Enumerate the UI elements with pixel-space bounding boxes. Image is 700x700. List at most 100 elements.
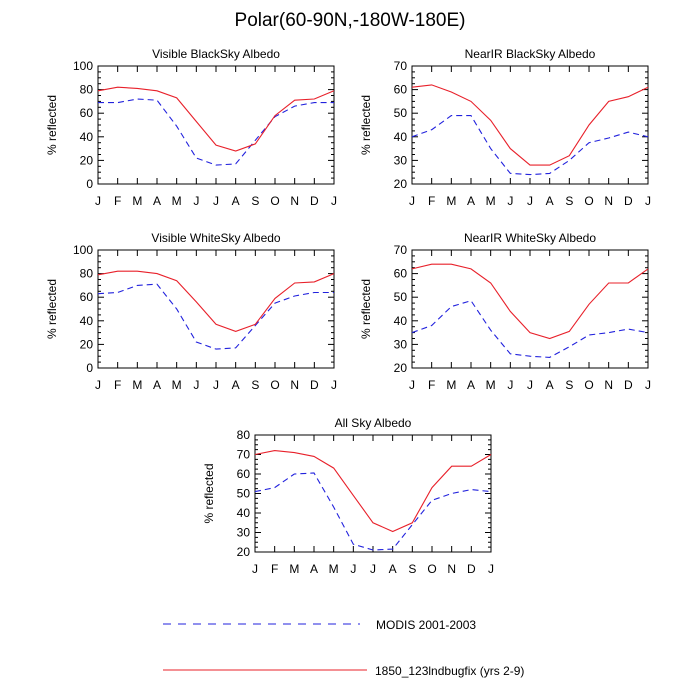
y-tick-label: 60: [394, 83, 408, 97]
x-tick-label: O: [584, 378, 593, 392]
y-tick-label: 40: [394, 314, 408, 328]
x-tick-label: M: [132, 194, 142, 208]
y-tick-label: 60: [80, 290, 94, 304]
series-line-model: [254, 450, 492, 533]
y-tick-label: 30: [394, 153, 408, 167]
y-axis-label: % reflected: [359, 95, 373, 155]
y-tick-label: 60: [80, 106, 94, 120]
y-tick-label: 20: [394, 177, 408, 191]
x-tick-label: D: [467, 562, 476, 576]
x-tick-label: S: [565, 194, 573, 208]
y-axis-label: % reflected: [45, 279, 59, 339]
x-tick-label: A: [467, 378, 475, 392]
y-tick-label: 20: [80, 337, 94, 351]
x-tick-label: D: [624, 194, 633, 208]
y-tick-label: 70: [237, 448, 251, 462]
y-tick-label: 40: [394, 130, 408, 144]
x-tick-label: J: [527, 378, 533, 392]
x-tick-label: F: [428, 194, 435, 208]
y-tick-label: 40: [80, 314, 94, 328]
y-tick-label: 20: [394, 361, 408, 375]
x-tick-label: O: [584, 194, 593, 208]
x-tick-label: M: [329, 562, 339, 576]
x-tick-label: N: [290, 378, 299, 392]
x-tick-label: N: [604, 378, 613, 392]
plot-frame: [411, 249, 649, 369]
y-tick-label: 80: [80, 267, 94, 281]
x-tick-label: M: [172, 378, 182, 392]
x-tick-label: S: [251, 194, 259, 208]
series-line-modis: [97, 283, 334, 350]
x-tick-label: F: [114, 194, 121, 208]
x-tick-label: A: [546, 194, 554, 208]
chart-panel-3: Visible WhiteSky Albedo % reflected 0 20 40 6…: [45, 231, 337, 392]
x-tick-label: S: [565, 378, 573, 392]
chart-title: Visible BlackSky Albedo: [152, 47, 280, 61]
x-tick-label: M: [486, 378, 496, 392]
x-tick-label: J: [507, 194, 513, 208]
x-tick-label: N: [604, 194, 613, 208]
y-tick-label: 20: [237, 545, 251, 559]
series-line-model: [97, 86, 335, 152]
series-line-model: [411, 263, 649, 340]
x-tick-label: J: [193, 378, 199, 392]
x-tick-label: A: [232, 378, 240, 392]
y-axis-label: % reflected: [359, 279, 373, 339]
y-tick-label: 20: [80, 153, 94, 167]
y-tick-label: 40: [80, 130, 94, 144]
x-tick-label: J: [252, 562, 258, 576]
y-tick-label: 50: [394, 106, 408, 120]
x-tick-label: J: [370, 562, 376, 576]
x-tick-label: S: [408, 562, 416, 576]
y-tick-label: 100: [73, 243, 93, 257]
y-tick-label: 70: [394, 59, 408, 73]
x-tick-label: N: [447, 562, 456, 576]
x-tick-label: D: [310, 378, 319, 392]
y-tick-label: 80: [80, 83, 94, 97]
x-tick-label: A: [232, 194, 240, 208]
x-tick-label: M: [486, 194, 496, 208]
chart-title: NearIR BlackSky Albedo: [465, 47, 596, 61]
plot-frame: [97, 65, 335, 185]
series-line-modis: [98, 98, 334, 166]
chart-panel-5: All Sky Albedo % reflected 20 30 40 50 60 70 80 J…: [202, 416, 494, 576]
series-line-model: [97, 270, 335, 332]
y-tick-label: 30: [237, 526, 251, 540]
x-tick-label: F: [428, 378, 435, 392]
x-tick-label: J: [409, 194, 415, 208]
x-tick-label: J: [527, 194, 533, 208]
x-tick-label: J: [488, 562, 494, 576]
series-line-modis: [411, 115, 649, 176]
x-tick-label: J: [95, 378, 101, 392]
y-tick-label: 60: [394, 267, 408, 281]
x-tick-label: D: [310, 194, 319, 208]
x-tick-label: J: [331, 378, 337, 392]
y-tick-label: 50: [237, 487, 251, 501]
chart-title: All Sky Albedo: [335, 416, 412, 430]
x-tick-label: A: [467, 194, 475, 208]
y-tick-label: 0: [86, 361, 93, 375]
chart-panel-2: NearIR BlackSky Albedo % reflected 20 30 40 5…: [359, 47, 651, 208]
y-axis-label: % reflected: [202, 463, 216, 523]
x-tick-label: F: [114, 378, 121, 392]
x-tick-label: A: [310, 562, 318, 576]
y-axis-label: % reflected: [45, 95, 59, 155]
y-tick-label: 60: [237, 467, 251, 481]
chart-panel-1: Visible BlackSky Albedo % reflected 0 20 40 6…: [45, 47, 337, 208]
x-tick-label: J: [193, 194, 199, 208]
series-line-model: [411, 84, 649, 166]
x-tick-label: J: [350, 562, 356, 576]
plot-frame: [97, 249, 335, 369]
x-tick-label: J: [409, 378, 415, 392]
x-tick-label: M: [132, 378, 142, 392]
x-tick-label: A: [389, 562, 397, 576]
plot-frame: [411, 65, 649, 185]
chart-title: NearIR WhiteSky Albedo: [464, 231, 596, 245]
x-tick-label: A: [153, 378, 161, 392]
chart-panel-4: NearIR WhiteSky Albedo % reflected 20 30 40 5…: [359, 231, 651, 392]
x-tick-label: J: [331, 194, 337, 208]
x-tick-label: A: [546, 378, 554, 392]
y-tick-label: 100: [73, 59, 93, 73]
x-tick-label: M: [446, 194, 456, 208]
